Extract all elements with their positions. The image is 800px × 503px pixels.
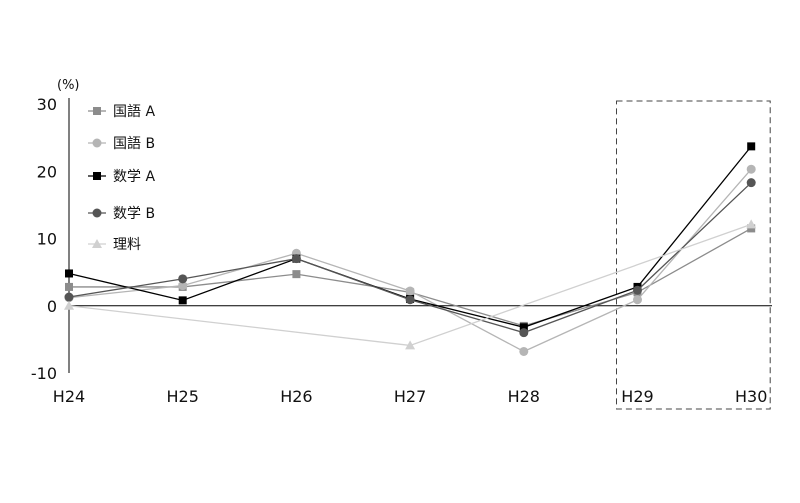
x-tick-label: H29 [621, 387, 653, 406]
series-3 [64, 178, 756, 338]
x-tick-label: H30 [735, 387, 767, 406]
legend-marker [92, 208, 102, 218]
legend-label: 数学 A [113, 169, 155, 185]
highlight-box [616, 100, 771, 410]
legend-marker [93, 107, 101, 115]
x-tick-label: H26 [280, 387, 312, 406]
series-line [68, 223, 752, 347]
legend-item: 数学 B [88, 206, 155, 222]
data-point [64, 300, 74, 310]
x-tick-label: H25 [167, 387, 199, 406]
legend: 国語 A 国語 B 数学 A 数学 B 理料 [88, 104, 155, 253]
legend-item: 国語 B [88, 136, 155, 152]
series-line [68, 182, 752, 334]
legend-marker [92, 239, 102, 248]
data-point [65, 269, 73, 278]
data-point [64, 292, 74, 302]
y-tick-label: -10 [31, 364, 57, 383]
legend-marker [92, 138, 102, 148]
series-line [69, 227, 752, 327]
data-point [178, 274, 188, 284]
series-lines [64, 142, 757, 356]
x-tick-label: H28 [508, 387, 540, 406]
data-point [405, 340, 416, 350]
data-point [405, 286, 415, 296]
legend-item: 数学 A [88, 169, 155, 185]
data-point [519, 328, 529, 338]
y-unit-label: (%) [57, 78, 80, 93]
data-point [519, 323, 528, 332]
data-point [746, 178, 756, 188]
legend-label: 数学 B [113, 206, 155, 222]
highlight-rect [616, 100, 771, 410]
legend-label: 国語 B [113, 136, 155, 152]
legend-label: 国語 A [113, 104, 155, 120]
legend-label: 理料 [113, 237, 141, 253]
y-tick-label: 10 [37, 230, 57, 249]
y-axis: 30 20 10 0 -10 [31, 95, 70, 383]
data-point [633, 285, 642, 295]
data-point [747, 142, 756, 151]
series-4 [64, 219, 757, 350]
data-point [178, 281, 188, 291]
legend-item: 国語 A [88, 104, 155, 120]
x-tick-label: H27 [394, 387, 426, 406]
data-point [65, 282, 73, 291]
x-tick-label: H24 [53, 387, 85, 406]
x-axis: H24 H25 H26 H27 H28 H29 H30 [53, 305, 772, 406]
legend-item: 理料 [88, 237, 141, 253]
y-tick-label: 20 [37, 162, 57, 181]
series-1 [64, 164, 756, 356]
data-point [178, 296, 187, 305]
data-point [633, 295, 642, 305]
data-point [291, 254, 301, 264]
data-point [519, 346, 529, 356]
data-point [746, 164, 756, 174]
data-point [405, 295, 415, 305]
y-tick-label: 0 [47, 297, 57, 316]
data-point [292, 270, 301, 279]
y-tick-label: 30 [37, 95, 57, 114]
data-point [747, 224, 756, 233]
data-point [746, 219, 757, 229]
legend-marker [93, 172, 101, 180]
